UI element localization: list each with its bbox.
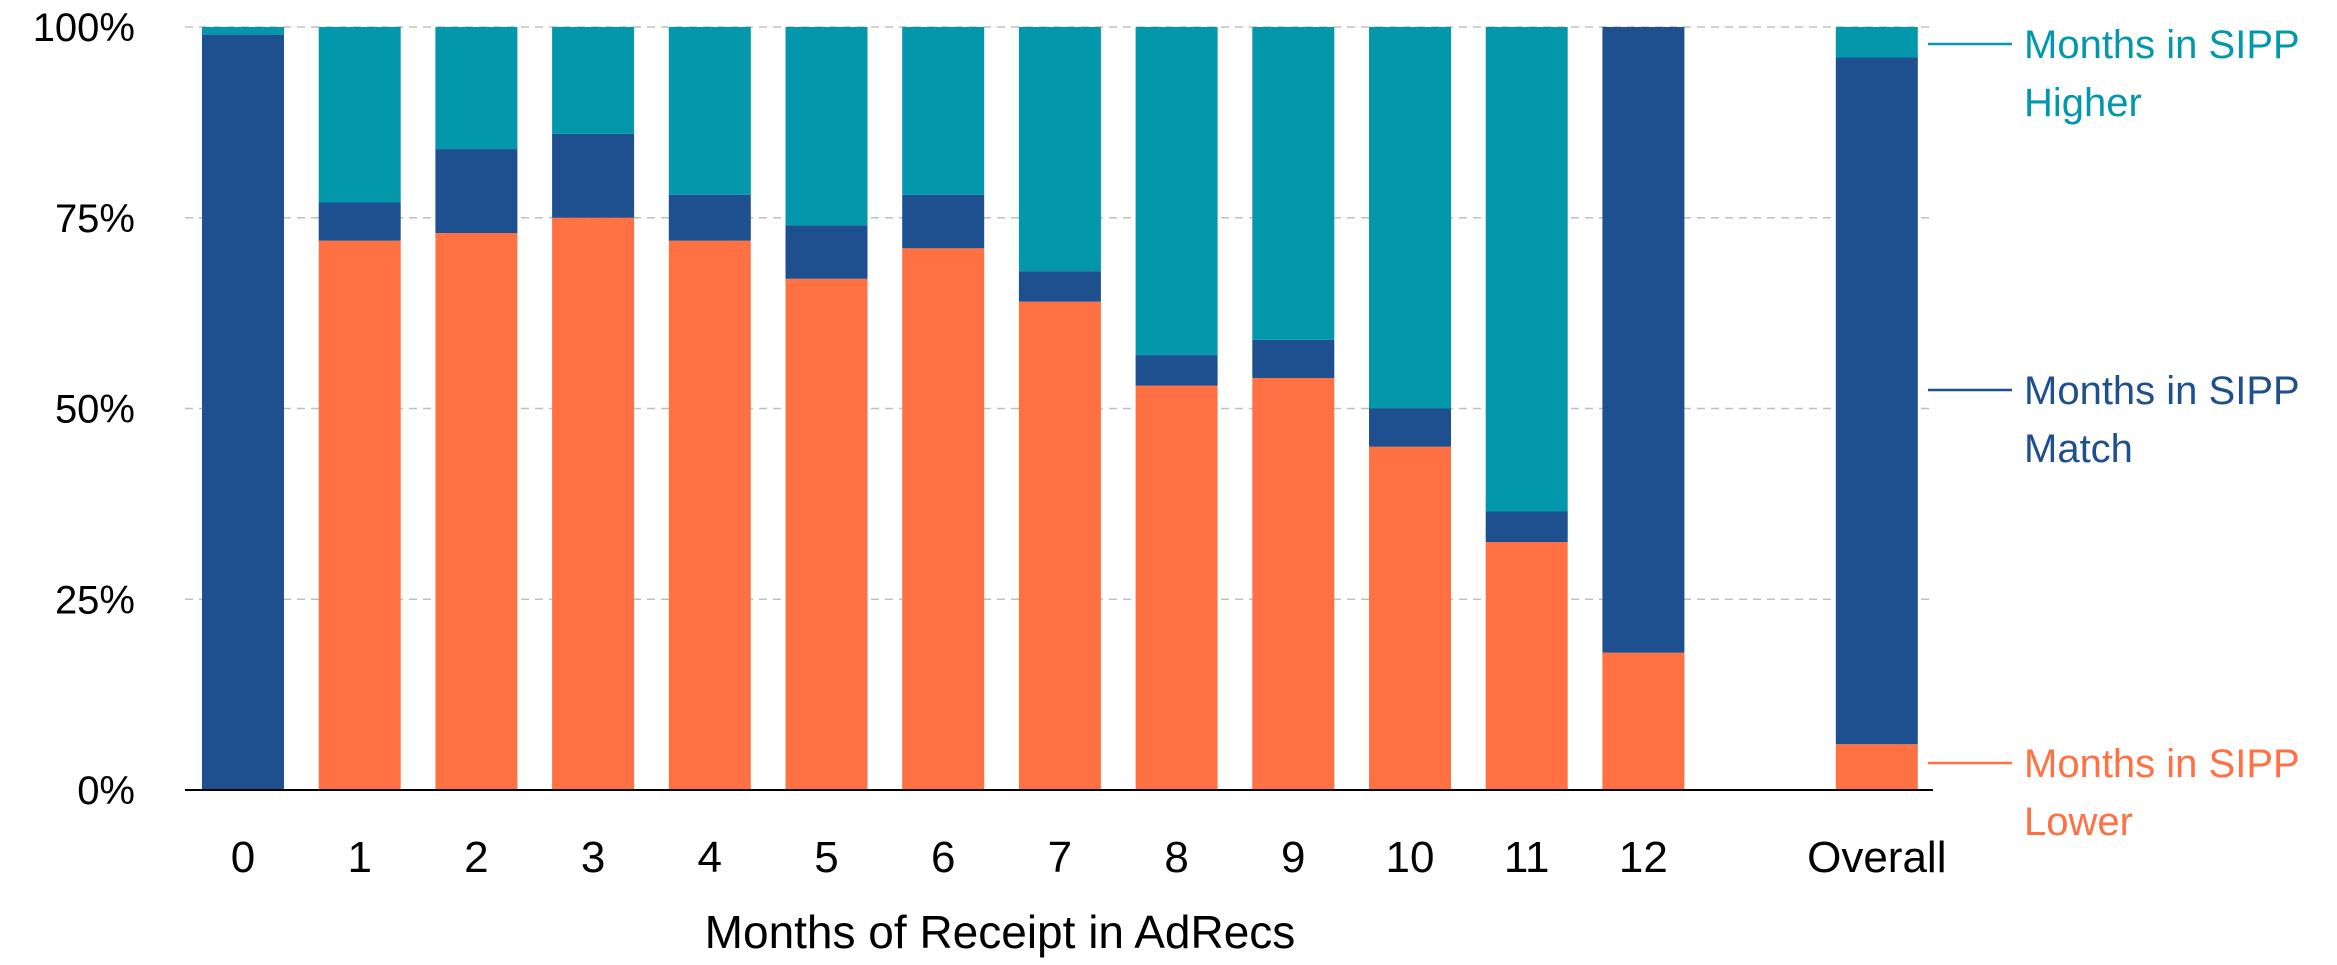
bar-segment — [435, 233, 518, 790]
x-axis-title: Months of Receipt in AdRecs — [705, 906, 1296, 958]
bar-segment — [1252, 377, 1335, 790]
bar-segment — [1369, 408, 1451, 447]
bar-segment — [435, 27, 518, 150]
bar-segment — [1252, 339, 1335, 378]
bar-segment — [202, 34, 284, 790]
bar-segment — [552, 133, 635, 218]
bar-segment — [1252, 27, 1335, 340]
x-tick-label: 12 — [1619, 833, 1668, 882]
bar-segment — [1369, 27, 1451, 409]
bar-segment — [1485, 542, 1568, 790]
bar-segment — [668, 240, 751, 790]
x-tick-label: 8 — [1164, 833, 1188, 882]
bar-segment — [1835, 27, 1918, 58]
bar-segment — [318, 202, 401, 241]
x-tick-label: 9 — [1281, 833, 1305, 882]
bar-segment — [785, 278, 868, 790]
bar-segment — [668, 27, 751, 195]
bar-segment — [1485, 511, 1568, 543]
bar-segment — [1835, 57, 1918, 745]
bar-segment — [1485, 27, 1568, 512]
x-tick-label: 2 — [464, 833, 488, 882]
bar-segment — [1018, 301, 1101, 790]
bar-segment — [552, 217, 635, 790]
x-tick-label: 11 — [1504, 833, 1550, 882]
bar-segment — [1602, 652, 1685, 790]
bar-segment — [668, 194, 751, 241]
y-tick-label: 25% — [55, 578, 135, 622]
legend-label-1: Match — [2024, 427, 2133, 471]
y-tick-label: 0% — [77, 769, 135, 813]
bar-segment — [1018, 271, 1101, 302]
bar-segment — [552, 27, 635, 134]
legend-label-0: Months in SIPP — [2024, 742, 2300, 786]
bar-segment — [1018, 27, 1101, 272]
y-tick-label: 100% — [33, 6, 135, 50]
y-tick-label: 50% — [55, 388, 135, 432]
x-tick-label: 4 — [698, 833, 722, 882]
bar-segment — [1369, 446, 1451, 790]
bars — [202, 27, 1918, 790]
bar-segment — [785, 27, 868, 226]
y-tick-label: 75% — [55, 197, 135, 241]
bar-segment — [1135, 355, 1218, 386]
legend-label-1: Months in SIPP — [2024, 369, 2300, 413]
bar-segment — [1135, 27, 1218, 356]
legend-label-2: Higher — [2024, 81, 2142, 125]
bar-segment — [1835, 744, 1918, 790]
x-tick-label: 3 — [581, 833, 605, 882]
bar-segment — [318, 27, 401, 203]
bar-segment — [1135, 385, 1218, 790]
x-tick-label: 7 — [1048, 833, 1072, 882]
legend-label-2: Months in SIPP — [2024, 23, 2300, 67]
bar-segment — [902, 27, 985, 195]
x-tick-label: 1 — [347, 833, 371, 882]
bar-segment — [318, 240, 401, 790]
bar-segment — [202, 27, 284, 35]
y-tick-labels: 0% 25% 50% 75% 100% — [33, 6, 135, 813]
bar-segment — [785, 225, 868, 279]
x-tick-label: 6 — [931, 833, 955, 882]
x-tick-label: 5 — [814, 833, 838, 882]
x-tick-label: 10 — [1386, 833, 1435, 882]
legend: Months in SIPP Lower Months in SIPP Match Mo… — [1928, 23, 2300, 844]
bar-segment — [902, 194, 985, 249]
bar-segment — [902, 248, 985, 790]
bar-segment — [1602, 27, 1685, 653]
legend-label-0: Lower — [2024, 800, 2133, 844]
bar-segment — [435, 149, 518, 234]
x-tick-label: Overall — [1807, 833, 1946, 882]
x-tick-labels: 0 1 2 3 4 5 6 7 8 9 10 11 12 Overall — [231, 833, 1947, 882]
x-tick-label: 0 — [231, 833, 255, 882]
